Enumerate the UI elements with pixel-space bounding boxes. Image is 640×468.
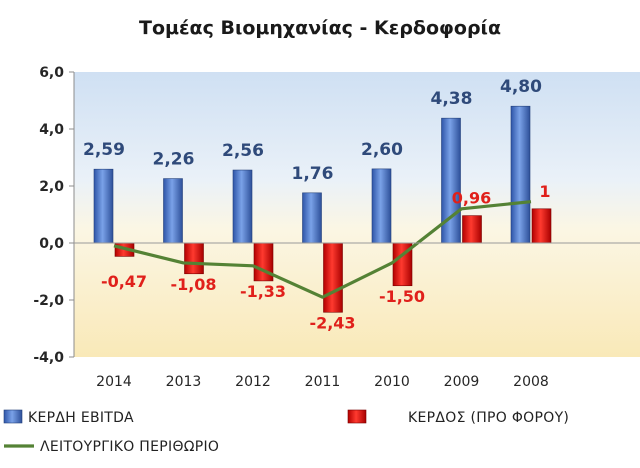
x-tick-label: 2012 bbox=[235, 374, 271, 390]
x-tick-label: 2011 bbox=[305, 374, 341, 390]
bar-pretax-profit bbox=[323, 242, 343, 313]
label-pretax-profit: -2,43 bbox=[309, 313, 355, 332]
x-tick-label: 2009 bbox=[444, 374, 480, 390]
legend-label-ebitda: ΚΕΡΔΗ EBITDA bbox=[28, 410, 134, 426]
label-pretax-profit: 0,96 bbox=[452, 189, 491, 208]
y-axis: 6,0 4,0 2,0 0,0 -2,0 -4,0 bbox=[33, 65, 75, 366]
label-pretax-profit: -1,33 bbox=[240, 282, 286, 301]
bar-ebitda bbox=[371, 168, 392, 244]
legend-swatch-ebitda bbox=[3, 409, 23, 424]
y-tick-label: 2,0 bbox=[39, 179, 64, 195]
y-tick-label: 4,0 bbox=[39, 122, 64, 138]
margin-line bbox=[113, 200, 532, 299]
label-ebitda: 2,26 bbox=[153, 150, 195, 170]
x-tick-label: 2010 bbox=[374, 374, 410, 390]
bar-pretax-profit bbox=[184, 242, 204, 275]
bar-pretax-profit bbox=[531, 208, 552, 244]
label-pretax-profit: -1,08 bbox=[170, 275, 216, 294]
plot-background bbox=[74, 72, 640, 357]
y-tick-label: 0,0 bbox=[39, 236, 64, 252]
bar-ebitda bbox=[93, 168, 114, 244]
label-ebitda: 2,59 bbox=[83, 140, 125, 160]
label-pretax-profit: 1 bbox=[539, 182, 550, 201]
label-ebitda: 2,56 bbox=[222, 141, 264, 161]
bar-ebitda bbox=[441, 117, 461, 244]
label-ebitda: 1,76 bbox=[292, 164, 334, 184]
bar-ebitda bbox=[302, 192, 322, 244]
x-tick-label: 2013 bbox=[166, 374, 202, 390]
legend-label-pretax-profit: ΚΕΡΔΟΣ (ΠΡΟ ΦΟΡΟΥ) bbox=[408, 410, 569, 426]
x-axis: 2014 2013 2012 2011 2010 2009 2008 bbox=[74, 242, 640, 390]
y-tick-label: 6,0 bbox=[39, 65, 64, 81]
label-ebitda: 4,80 bbox=[500, 77, 542, 97]
bar-ebitda bbox=[232, 169, 253, 244]
x-tick-label: 2008 bbox=[513, 374, 549, 390]
legend: ΚΕΡΔΗ EBITDA ΚΕΡΔΟΣ (ΠΡΟ ΦΟΡΟΥ) ΛΕΙΤΟΥΡΓΙΚ… bbox=[3, 409, 569, 455]
bar-ebitda bbox=[510, 105, 531, 244]
label-pretax-profit: -1,50 bbox=[379, 287, 425, 306]
label-ebitda: 4,38 bbox=[431, 89, 473, 109]
legend-swatch-pretax-profit bbox=[347, 409, 367, 424]
chart-title: Τομέας Βιομηχανίας - Κερδοφορία bbox=[139, 17, 501, 39]
label-pretax-profit: -0,47 bbox=[101, 272, 147, 291]
x-tick-label: 2014 bbox=[96, 374, 132, 390]
line-operating-margin bbox=[113, 200, 532, 299]
y-tick-label: -4,0 bbox=[33, 350, 64, 366]
legend-label-operating-margin: ΛΕΙΤΟΥΡΓΙΚΟ ΠΕΡΙΘΩΡΙΟ bbox=[40, 439, 219, 455]
bar-pretax-profit bbox=[462, 215, 482, 244]
bars bbox=[93, 105, 552, 313]
bar-ebitda bbox=[163, 178, 183, 244]
data-labels: 2,59 2,26 2,56 1,76 2,60 4,38 4,80 -0,47 -1,08 -1… bbox=[83, 77, 551, 332]
y-tick-label: -2,0 bbox=[33, 293, 64, 309]
label-ebitda: 2,60 bbox=[361, 140, 403, 160]
